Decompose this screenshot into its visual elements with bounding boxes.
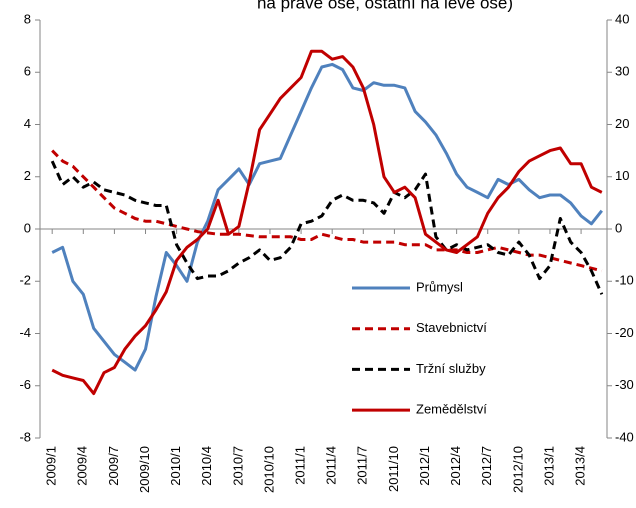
x-tick-label: 2012/4 — [448, 446, 463, 486]
chart-title: na pravé ose, ostatní na levé ose) — [257, 0, 513, 12]
x-tick-label: 2012/7 — [479, 446, 494, 486]
x-tick-label: 2012/10 — [510, 446, 525, 493]
x-tick-label: 2009/7 — [106, 446, 121, 486]
y-tick-label: -2 — [19, 273, 31, 288]
y-tick-label: -6 — [19, 377, 31, 392]
x-tick-label: 2011/7 — [355, 446, 370, 485]
legend-label: Zemědělství — [416, 402, 487, 417]
x-tick-label: 2010/7 — [230, 446, 245, 486]
y2-tick-label: 20 — [615, 116, 629, 131]
y-tick-label: 2 — [24, 168, 31, 183]
legend-label: Stavebnictví — [416, 320, 487, 335]
legend-label: Tržní služby — [416, 361, 486, 376]
y-tick-label: 8 — [24, 11, 31, 26]
y2-tick-label: 40 — [615, 11, 629, 26]
y2-tick-label: 0 — [615, 220, 622, 235]
y-tick-label: 6 — [24, 64, 31, 79]
series-line — [51, 149, 603, 273]
y2-tick-label: 30 — [615, 64, 629, 79]
x-tick-label: 2011/10 — [386, 446, 401, 492]
y2-tick-label: -20 — [615, 325, 634, 340]
x-tick-label: 2010/1 — [168, 446, 183, 486]
x-tick-label: 2011/1 — [293, 446, 308, 485]
series-line — [51, 49, 603, 396]
series-line — [50, 160, 604, 295]
y-tick-label: 0 — [24, 220, 31, 235]
y2-tick-label: -40 — [615, 429, 634, 444]
x-tick-label: 2009/1 — [44, 446, 59, 486]
x-tick-label: 2013/1 — [541, 446, 556, 486]
y2-tick-label: -30 — [615, 377, 634, 392]
y-tick-label: -4 — [19, 325, 31, 340]
y2-tick-label: -10 — [615, 273, 634, 288]
x-tick-label: 2010/4 — [199, 446, 214, 486]
y-tick-label: -8 — [19, 429, 31, 444]
x-tick-label: 2009/4 — [75, 446, 90, 486]
x-tick-label: 2013/4 — [573, 446, 588, 486]
x-tick-label: 2011/4 — [324, 446, 339, 485]
x-tick-label: 2012/1 — [417, 446, 432, 486]
y2-tick-label: 10 — [615, 168, 629, 183]
legend-label: Průmysl — [416, 279, 463, 294]
x-tick-label: 2009/10 — [137, 446, 152, 493]
x-tick-label: 2010/10 — [261, 446, 276, 493]
y-tick-label: 4 — [24, 116, 31, 131]
